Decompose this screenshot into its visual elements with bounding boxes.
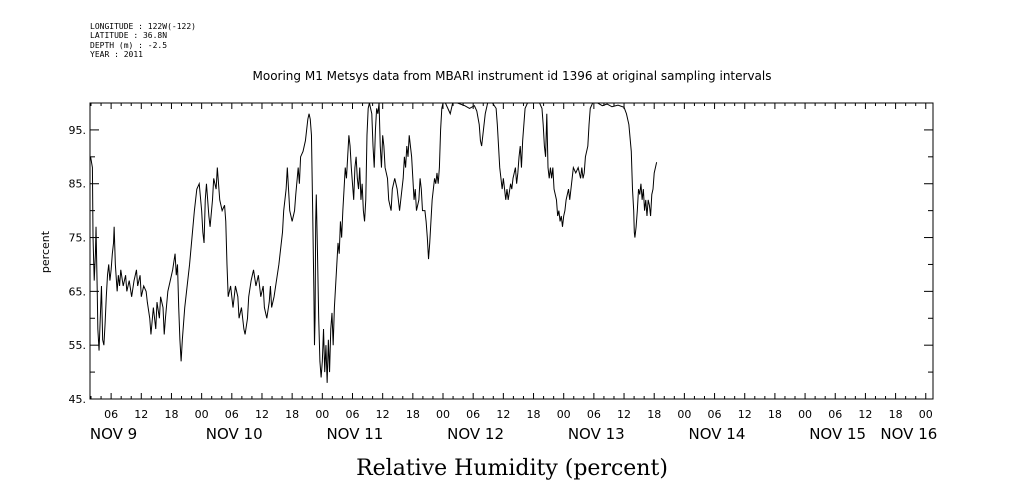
x-hour-label: 12 [617,408,631,421]
x-hour-label: 00 [557,408,571,421]
x-day-label: NOV 9 [90,425,137,443]
y-tick-label: 85. [69,178,87,191]
y-tick-label: 45. [69,393,87,406]
x-hour-label: 18 [406,408,420,421]
x-hour-label: 00 [798,408,812,421]
x-hour-label: 00 [315,408,329,421]
longitude-text: LONGITUDE : 122W(-122) [90,22,196,31]
x-hour-label: 18 [768,408,782,421]
chart-title: Mooring M1 Metsys data from MBARI instru… [253,69,772,83]
x-hour-label: 12 [738,408,752,421]
x-hour-label: 18 [164,408,178,421]
x-hour-label: 06 [104,408,118,421]
x-day-label: NOV 16 [880,425,937,443]
x-hour-label: 06 [345,408,359,421]
x-day-label: NOV 11 [326,425,383,443]
y-axis-label: percent [39,230,52,273]
x-day-label: NOV 13 [568,425,625,443]
x-hour-label: 12 [376,408,390,421]
plot-frame [89,102,934,400]
x-hour-label: 18 [527,408,541,421]
x-hour-label: 00 [195,408,209,421]
x-axis-label: Relative Humidity (percent) [356,456,668,481]
x-hour-label: 18 [285,408,299,421]
humidity-series-line [90,102,658,383]
x-hour-label: 18 [889,408,903,421]
x-hour-label: 12 [134,408,148,421]
x-hour-label: 06 [466,408,480,421]
station-metadata: LONGITUDE : 122W(-122) LATITUDE : 36.8N … [90,22,196,59]
x-hour-label: 06 [587,408,601,421]
x-day-label: NOV 15 [809,425,866,443]
x-hour-label: 12 [858,408,872,421]
x-day-label: NOV 12 [447,425,504,443]
x-hour-label: 12 [496,408,510,421]
x-hour-label: 00 [677,408,691,421]
x-hour-label: 12 [255,408,269,421]
axis-labels: 45. 55. 65. 75. 85. 95. 06 12 18 00 06 12 18 00 06 12 18… [69,124,938,443]
y-tick-label: 95. [69,124,87,137]
x-hour-label: 06 [708,408,722,421]
latitude-text: LATITUDE : 36.8N [90,31,168,41]
y-tick-label: 65. [69,285,87,298]
year-text: YEAR : 2011 [90,49,143,59]
y-tick-label: 75. [69,232,87,245]
x-hour-label: 06 [225,408,239,421]
x-hour-label: 18 [647,408,661,421]
x-hour-label: 06 [828,408,842,421]
x-hour-label: 00 [436,408,450,421]
x-day-label: NOV 14 [689,425,746,443]
x-day-label: NOV 10 [206,425,263,443]
x-hour-label: 00 [919,408,933,421]
axis-ticks [90,102,933,400]
y-tick-label: 55. [69,339,87,352]
depth-text: DEPTH (m) : -2.5 [90,40,168,50]
